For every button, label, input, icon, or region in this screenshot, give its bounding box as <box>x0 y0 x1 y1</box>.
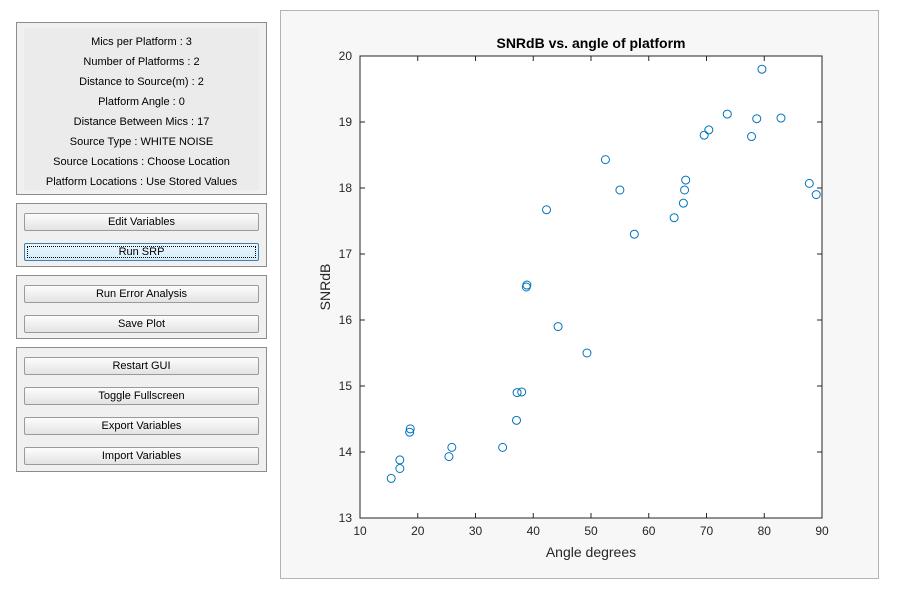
data-point <box>498 442 508 452</box>
data-point <box>747 132 757 142</box>
info-distance-between-mics: Distance Between Mics : 17 <box>73 116 210 128</box>
info-mics-per-platform: Mics per Platform : 3 <box>91 36 192 48</box>
x-tick-label: 30 <box>469 524 483 538</box>
plot-axes-box <box>359 55 823 519</box>
x-tick-label: 50 <box>584 524 598 538</box>
run-panel: Edit Variables Run SRP <box>16 203 267 267</box>
data-point <box>447 442 457 452</box>
y-tick-label: 19 <box>339 115 353 129</box>
data-point <box>804 178 814 188</box>
data-point <box>444 452 454 462</box>
data-point <box>517 387 527 397</box>
x-tick-label: 20 <box>411 524 425 538</box>
x-tick-label: 60 <box>642 524 656 538</box>
data-point <box>699 130 709 140</box>
data-point <box>752 114 762 124</box>
data-point <box>680 185 690 195</box>
y-tick-label: 17 <box>339 247 353 261</box>
data-point <box>582 348 592 358</box>
plot-panel: 10 20 30 40 50 60 70 80 90 13 14 15 16 17 18 19 20 SNRdB … <box>280 10 879 579</box>
x-tick-label: 70 <box>700 524 714 538</box>
data-point <box>512 415 522 425</box>
data-point <box>678 198 688 208</box>
data-point <box>681 175 691 185</box>
data-point <box>512 388 522 398</box>
info-source-locations: Source Locations : Choose Location <box>53 156 230 168</box>
export-variables-button[interactable]: Export Variables <box>24 417 259 435</box>
data-point <box>522 280 532 290</box>
info-platform-locations: Platform Locations : Use Stored Values <box>45 176 238 188</box>
variables-info-panel: Mics per Platform : 3 Number of Platform… <box>16 22 267 195</box>
data-point <box>542 205 552 215</box>
import-variables-button[interactable]: Import Variables <box>24 447 259 465</box>
data-point <box>669 213 679 223</box>
chart-title: SNRdB vs. angle of platform <box>496 35 685 51</box>
scatter-chart: 10 20 30 40 50 60 70 80 90 13 14 15 16 17 18 19 20 SNRdB … <box>317 35 829 560</box>
save-plot-button[interactable]: Save Plot <box>24 315 259 333</box>
x-tick-label: 10 <box>353 524 367 538</box>
data-point <box>629 229 639 239</box>
data-point <box>600 155 610 165</box>
edit-variables-button[interactable]: Edit Variables <box>24 213 259 231</box>
x-tick-label: 80 <box>758 524 772 538</box>
info-platform-angle: Platform Angle : 0 <box>98 96 185 108</box>
restart-gui-button[interactable]: Restart GUI <box>24 357 259 375</box>
gui-control-panel: Restart GUI Toggle Fullscreen Export Var… <box>16 347 267 472</box>
y-axis-label: SNRdB <box>317 264 333 311</box>
run-error-analysis-button[interactable]: Run Error Analysis <box>24 285 259 303</box>
data-point <box>776 113 786 123</box>
analysis-panel: Run Error Analysis Save Plot <box>16 275 267 339</box>
info-source-type: Source Type : WHITE NOISE <box>69 136 214 148</box>
data-point <box>395 455 405 465</box>
x-axis-label: Angle degrees <box>546 544 636 560</box>
data-point <box>395 464 405 473</box>
data-point <box>722 109 732 119</box>
y-tick-label: 13 <box>339 511 353 525</box>
y-tick-label: 14 <box>339 445 353 459</box>
y-tick-label: 16 <box>339 313 353 327</box>
x-tick-label: 90 <box>815 524 829 538</box>
data-point <box>757 64 767 74</box>
y-tick-label: 18 <box>339 181 353 195</box>
data-point <box>811 190 821 200</box>
data-point <box>405 427 415 437</box>
y-tick-label: 15 <box>339 379 353 393</box>
info-distance-to-source: Distance to Source(m) : 2 <box>79 76 204 88</box>
data-point <box>405 424 415 434</box>
toggle-fullscreen-button[interactable]: Toggle Fullscreen <box>24 387 259 405</box>
data-point <box>615 185 625 195</box>
variables-info-box: Mics per Platform : 3 Number of Platform… <box>24 28 259 190</box>
info-number-of-platforms: Number of Platforms : 2 <box>83 56 200 68</box>
data-point <box>553 322 563 332</box>
y-tick-label: 20 <box>339 49 353 63</box>
data-point <box>386 473 396 483</box>
x-tick-label: 40 <box>527 524 541 538</box>
run-srp-button[interactable]: Run SRP <box>24 243 259 261</box>
data-point <box>704 125 714 135</box>
